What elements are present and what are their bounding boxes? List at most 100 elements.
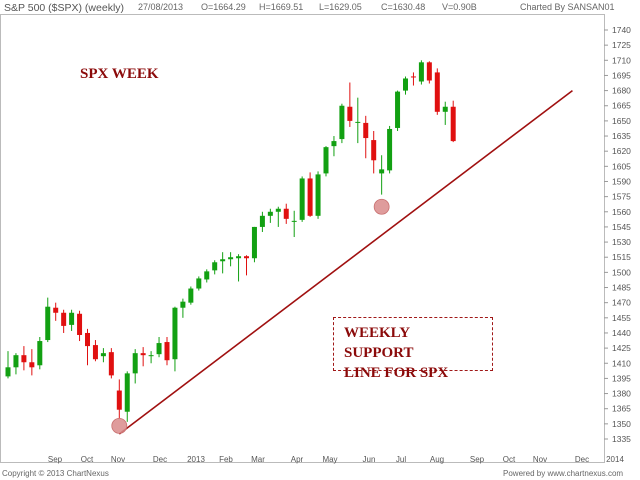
x-tick-label: Aug xyxy=(430,455,444,464)
y-tick-label: 1605 xyxy=(612,161,631,171)
candle-up xyxy=(299,178,305,220)
candle-down xyxy=(363,122,369,139)
y-tick-label: 1470 xyxy=(612,298,631,308)
candle-up xyxy=(172,307,178,360)
candle-up xyxy=(148,355,154,357)
candle-up xyxy=(379,169,385,174)
support-touch-marker xyxy=(111,417,128,434)
candle-up xyxy=(13,355,19,368)
candle-up xyxy=(251,226,257,259)
y-tick-label: 1395 xyxy=(612,373,631,383)
y-tick-label: 1695 xyxy=(612,70,631,80)
candle-up xyxy=(267,211,273,216)
header-close: C=1630.48 xyxy=(381,2,426,12)
candle-up xyxy=(442,106,448,112)
candle-up xyxy=(418,62,424,82)
candle-up xyxy=(156,343,162,355)
candle-up xyxy=(45,306,51,341)
y-tick-label: 1410 xyxy=(612,358,631,368)
candle-up xyxy=(220,259,226,262)
candle-up xyxy=(37,341,43,366)
x-tick-label: Dec xyxy=(575,455,589,464)
x-tick-label: Jun xyxy=(363,455,376,464)
x-tick-label: 2014 xyxy=(606,455,624,464)
candle-down xyxy=(307,178,313,216)
chart-symbol: S&P 500 ($SPX) (weekly) xyxy=(4,2,125,14)
candle-up xyxy=(228,257,234,260)
candle-down xyxy=(426,62,432,81)
support-callout-line2: LINE FOR SPX xyxy=(344,365,449,381)
y-tick-label: 1560 xyxy=(612,207,631,217)
y-tick-label: 1740 xyxy=(612,25,631,35)
x-tick-label: Nov xyxy=(533,455,547,464)
candle-down xyxy=(116,390,122,410)
candle-up xyxy=(236,256,242,259)
support-callout-box: WEEKLY SUPPORT LINE FOR SPX xyxy=(333,317,493,381)
candle-up xyxy=(275,208,281,212)
candle-down xyxy=(21,355,27,363)
y-tick-label: 1515 xyxy=(612,252,631,262)
x-tick-label: 2013 xyxy=(187,455,205,464)
candle-up xyxy=(132,353,138,374)
candle-down xyxy=(85,332,90,347)
candle-up xyxy=(331,141,337,147)
candle-down xyxy=(434,72,440,112)
candle-down xyxy=(371,140,377,161)
candle-down xyxy=(53,307,59,313)
x-tick-label: Dec xyxy=(153,455,167,464)
candle-up xyxy=(69,312,75,325)
x-tick-label: Sep xyxy=(470,455,485,464)
y-tick-label: 1335 xyxy=(612,434,631,444)
y-tick-label: 1575 xyxy=(612,192,631,202)
support-callout-line1: WEEKLY SUPPORT xyxy=(344,325,414,361)
candle-up xyxy=(5,367,11,377)
x-tick-label: Oct xyxy=(81,455,94,464)
candle-up xyxy=(339,105,345,140)
header-volume: V=0.90B xyxy=(442,2,477,12)
candle-up xyxy=(315,174,321,216)
y-tick-label: 1530 xyxy=(612,237,631,247)
x-tick-label: Sep xyxy=(48,455,63,464)
y-tick-label: 1635 xyxy=(612,131,631,141)
x-tick-label: Oct xyxy=(503,455,516,464)
y-tick-label: 1545 xyxy=(612,222,631,232)
footer-copyright: Copyright © 2013 ChartNexus xyxy=(2,469,109,478)
x-tick-label: Mar xyxy=(251,455,265,464)
plot-frame xyxy=(0,14,605,463)
candle-up xyxy=(387,128,393,171)
candle-up xyxy=(291,220,297,222)
candle-up xyxy=(403,78,408,91)
y-tick-label: 1590 xyxy=(612,176,631,186)
y-tick-label: 1365 xyxy=(612,404,631,414)
candle-up xyxy=(355,121,361,123)
header-open: O=1664.29 xyxy=(201,2,246,12)
header-high: H=1669.51 xyxy=(259,2,304,12)
candle-up xyxy=(180,301,186,308)
candle-up xyxy=(196,278,202,289)
candle-up xyxy=(100,353,106,357)
candle-down xyxy=(244,256,249,259)
candle-down xyxy=(283,208,289,219)
y-tick-label: 1455 xyxy=(612,313,631,323)
y-tick-label: 1380 xyxy=(612,389,631,399)
candle-down xyxy=(140,353,146,356)
candle-down xyxy=(92,345,98,360)
x-tick-label: Nov xyxy=(111,455,125,464)
candle-up xyxy=(212,262,218,271)
candle-down xyxy=(164,342,170,361)
y-tick-label: 1485 xyxy=(612,283,631,293)
candle-up xyxy=(204,271,210,280)
x-tick-label: Feb xyxy=(219,455,233,464)
y-tick-label: 1500 xyxy=(612,267,631,277)
y-tick-label: 1350 xyxy=(612,419,631,429)
candle-up xyxy=(259,215,265,227)
candle-up xyxy=(124,373,130,412)
y-tick-label: 1665 xyxy=(612,101,631,111)
candle-down xyxy=(410,76,416,78)
candle-down xyxy=(77,313,83,335)
x-tick-label: May xyxy=(322,455,337,464)
y-tick-label: 1440 xyxy=(612,328,631,338)
y-tick-label: 1725 xyxy=(612,40,631,50)
footer-powered: Powered by www.chartnexus.com xyxy=(503,469,624,478)
candle-down xyxy=(108,352,114,376)
